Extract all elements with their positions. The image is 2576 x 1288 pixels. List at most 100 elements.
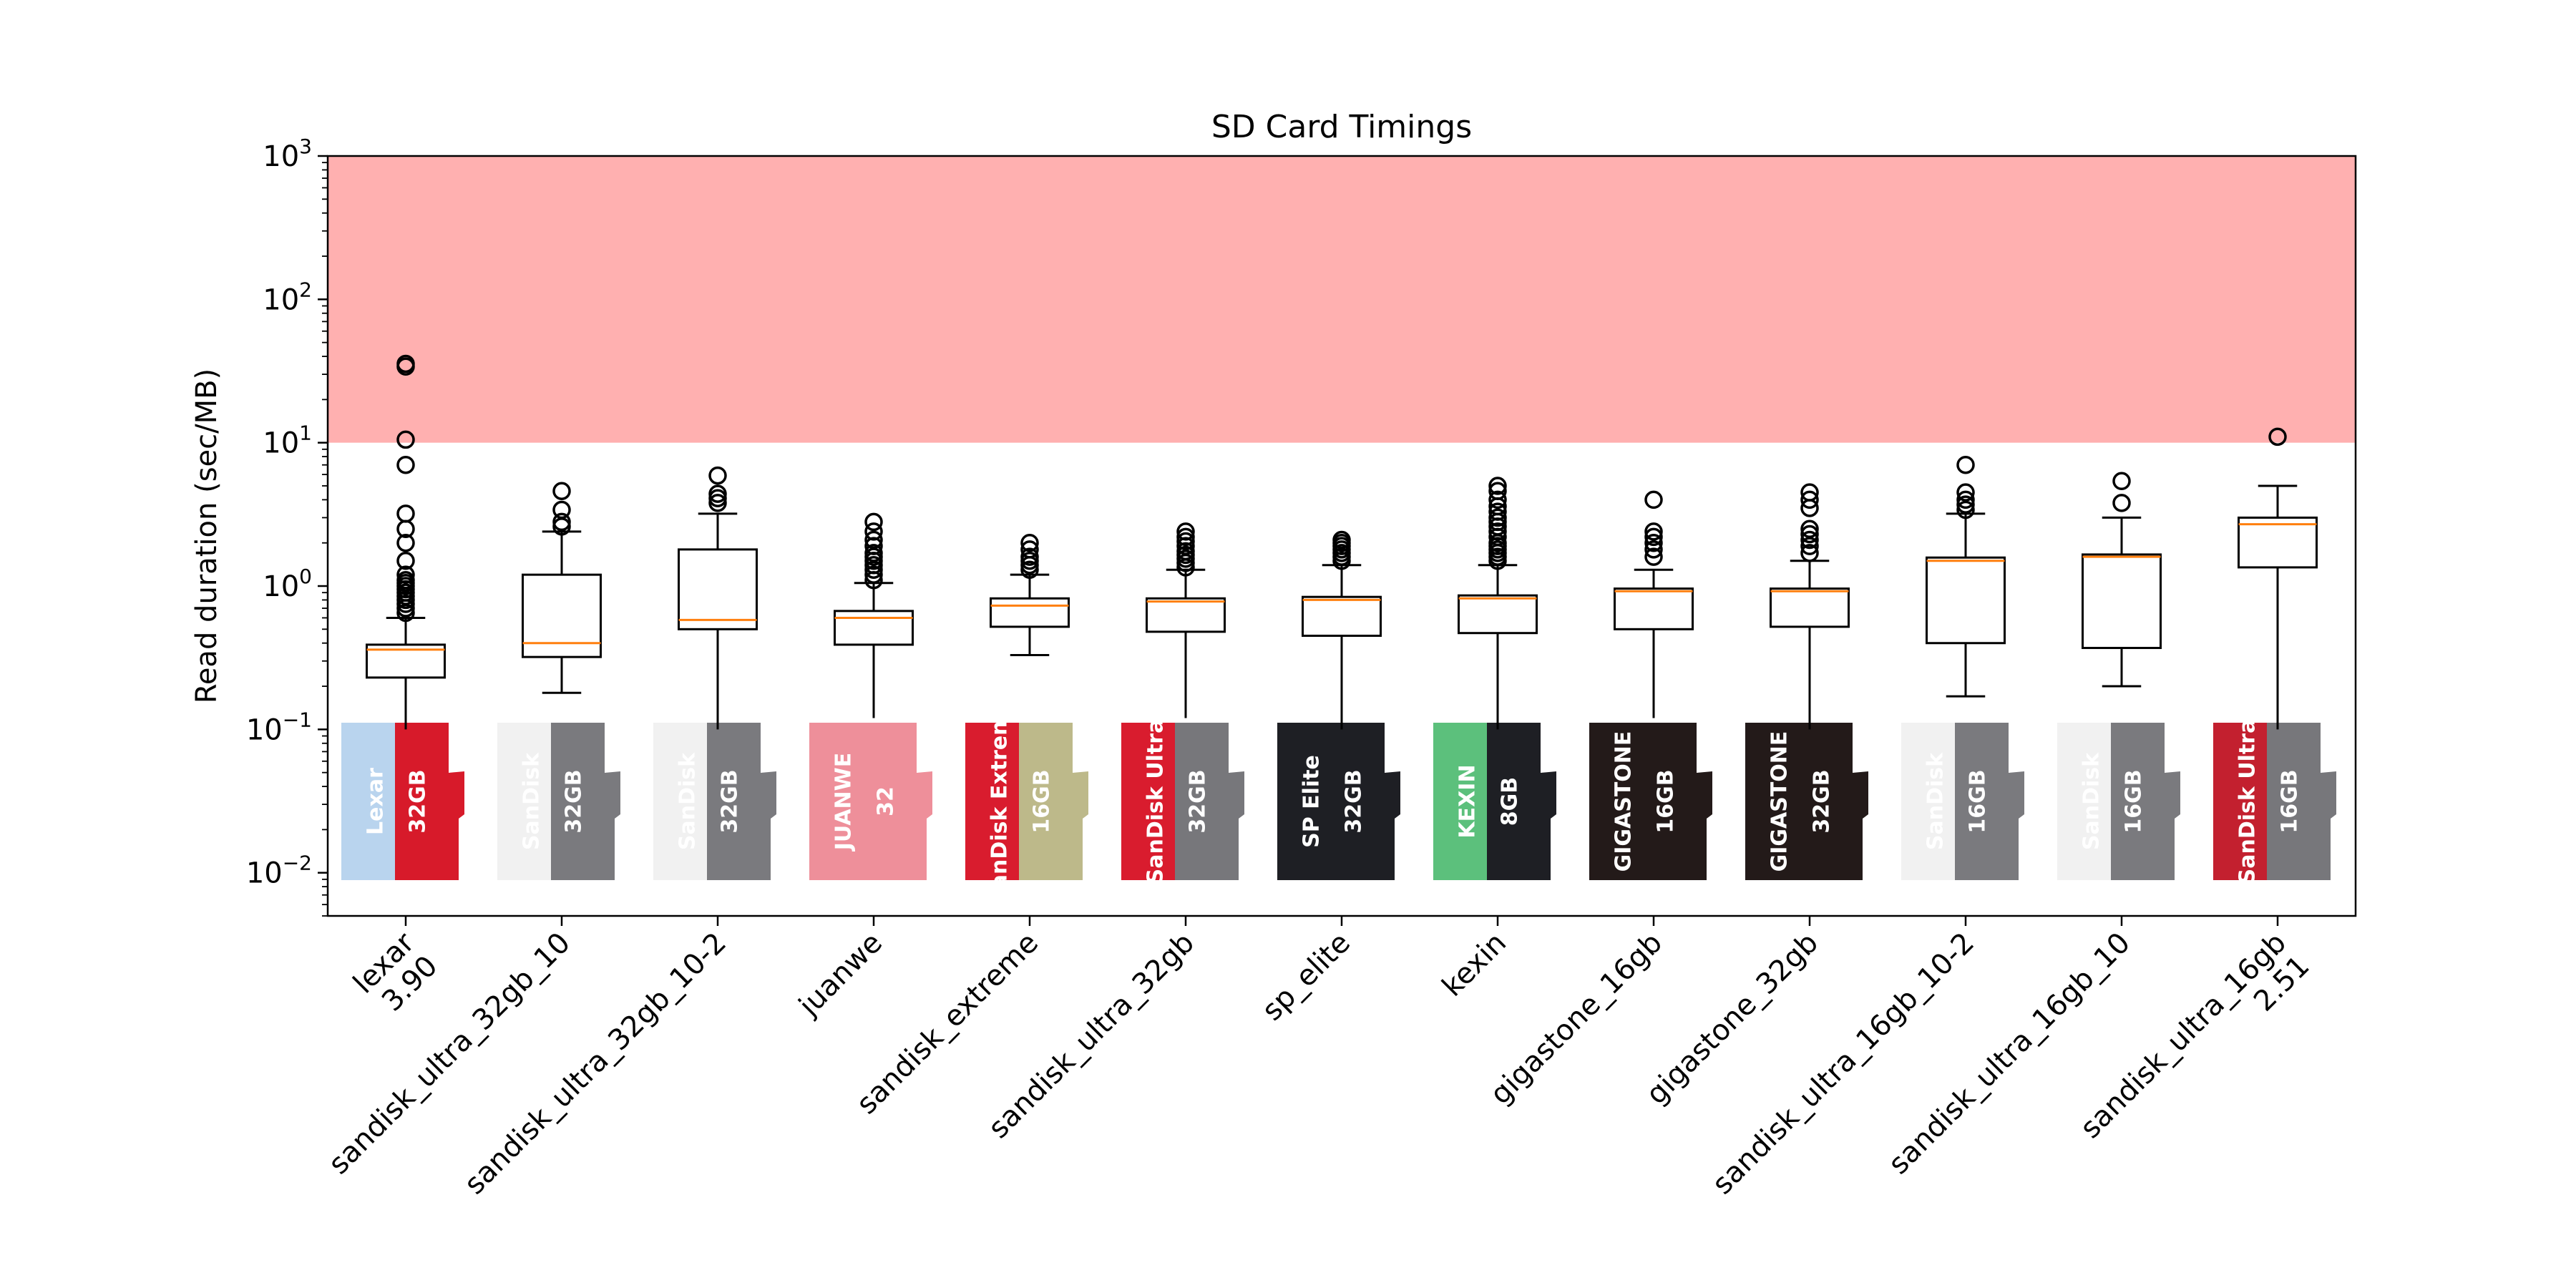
card-brand-text: SanDisk Extreme	[987, 698, 1013, 904]
boxplot	[990, 533, 1070, 656]
card-right-half	[1019, 723, 1088, 880]
outlier-point	[1176, 527, 1195, 547]
outlier-point	[2268, 427, 2287, 447]
card-left-half	[2213, 723, 2267, 880]
card-brand-text: GIGASTONE	[1611, 731, 1636, 872]
card-capacity-text: 32GB	[1186, 769, 1211, 833]
card-right-half	[863, 723, 932, 880]
outlier-point	[2112, 494, 2131, 512]
outlier-point	[864, 565, 883, 584]
boxplot	[1302, 530, 1382, 730]
card-left-half	[341, 723, 395, 880]
card-right-half	[395, 723, 464, 880]
outlier-point	[708, 494, 727, 512]
card-capacity-text: 16GB	[1030, 769, 1055, 833]
chart-title: SD Card Timings	[1211, 109, 1472, 145]
boxplot	[2082, 472, 2162, 688]
card-right-half	[707, 723, 776, 880]
y-tick-label: 100	[263, 565, 312, 603]
card-left-half	[1433, 723, 1487, 880]
card-capacity-text: 32GB	[562, 769, 587, 833]
card-right-half	[2111, 723, 2180, 880]
outlier-point	[1644, 522, 1663, 541]
outlier-point	[396, 551, 415, 570]
outlier-point	[396, 565, 415, 584]
box	[1458, 594, 1538, 635]
card-brand-text: SanDisk	[675, 752, 701, 850]
outlier-point	[864, 544, 883, 562]
card-right-half	[1643, 723, 1712, 880]
y-axis-ticks: 10−2 10−1 100 101 102 103	[246, 135, 328, 917]
outlier-point	[708, 484, 727, 503]
outlier-point	[552, 500, 571, 519]
outlier-point	[1644, 540, 1663, 559]
card-brand-text: SanDisk	[2079, 752, 2104, 850]
card-left-half	[1121, 723, 1175, 880]
card-brand-text: SanDisk Ultra	[1143, 719, 1169, 884]
card-image: SanDisk 16GB	[2057, 723, 2180, 880]
y-axis-label: Read duration (sec/MB)	[190, 369, 223, 703]
y-tick-label: 101	[263, 421, 312, 460]
card-left-half	[1901, 723, 1955, 880]
boxplot	[1926, 455, 2006, 698]
card-image: SanDisk Ultra 32GB	[1121, 719, 1244, 884]
card-capacity-text: 32GB	[718, 769, 743, 833]
card-image: SanDisk Ultra 16GB	[2213, 719, 2336, 884]
outlier-point	[1488, 482, 1507, 500]
outlier-point	[1332, 530, 1351, 550]
boxplot	[834, 512, 914, 718]
outlier-point	[396, 455, 415, 474]
outlier-point	[1644, 527, 1663, 547]
outlier-point	[1488, 522, 1507, 541]
boxplot	[1770, 483, 1850, 730]
outlier-point	[1800, 490, 1819, 509]
outlier-point	[1488, 490, 1507, 509]
card-right-half	[1175, 723, 1244, 880]
boxplot	[522, 482, 602, 694]
card-image: Lexar 32GB	[341, 723, 464, 880]
outlier-point	[708, 466, 727, 485]
boxplot	[1614, 490, 1694, 718]
outlier-point	[1488, 508, 1507, 527]
card-left-half	[2057, 723, 2111, 880]
card-right-half	[1331, 723, 1400, 880]
outlier-point	[864, 530, 883, 550]
box	[834, 610, 914, 646]
y-tick-label: 10−2	[246, 852, 312, 890]
boxplot	[366, 354, 446, 730]
boxplot	[1146, 522, 1226, 718]
outlier-point	[1800, 530, 1819, 550]
outlier-point	[864, 512, 883, 532]
outlier-point	[1800, 483, 1819, 502]
boxplots	[366, 354, 2318, 730]
card-capacity-text: 8GB	[1498, 777, 1523, 826]
outlier-point	[1488, 477, 1507, 495]
outlier-point	[2112, 472, 2131, 491]
card-image: GIGASTONE 16GB	[1589, 723, 1712, 880]
outlier-point	[1020, 533, 1039, 552]
box	[1146, 597, 1226, 633]
boxplot	[1458, 477, 1538, 730]
card-brand-text: JUANWE	[831, 753, 857, 852]
card-capacity-text: 16GB	[2278, 769, 2303, 833]
boxplot	[678, 466, 758, 730]
outlier-point	[1800, 525, 1819, 544]
card-left-half	[1277, 723, 1331, 880]
outlier-point	[396, 430, 415, 449]
outlier-point	[1644, 547, 1663, 566]
y-tick-label: 102	[263, 278, 312, 316]
outlier-point	[1956, 490, 1975, 509]
box	[678, 548, 758, 630]
card-image: SanDisk Extreme 16GB	[965, 698, 1088, 904]
card-capacity-text: 32GB	[1342, 769, 1367, 833]
card-image: JUANWE 32	[809, 723, 932, 880]
card-brand-text: Lexar	[364, 768, 389, 835]
card-capacity-text: 32	[874, 786, 899, 816]
card-brand-text: KEXIN	[1455, 764, 1480, 838]
card-brand-text: SanDisk	[519, 752, 545, 850]
card-image: SanDisk 32GB	[497, 723, 620, 880]
outlier-point	[396, 570, 415, 590]
card-right-half	[551, 723, 620, 880]
outlier-point	[1956, 455, 1975, 474]
card-image: SanDisk 16GB	[1901, 723, 2024, 880]
